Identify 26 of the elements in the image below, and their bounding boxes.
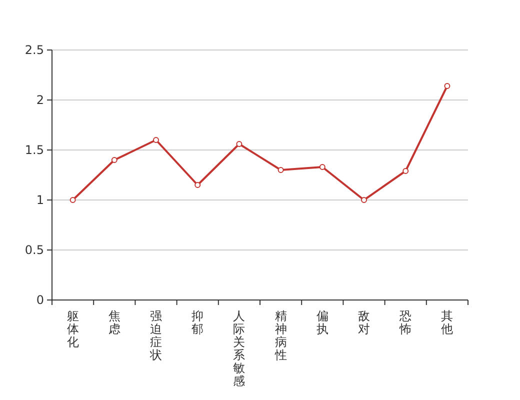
point	[70, 197, 76, 203]
x-tick-label: 强迫症状	[149, 309, 162, 362]
x-tick-label: 其他	[441, 309, 454, 336]
point	[278, 167, 284, 173]
point	[111, 157, 118, 163]
point	[361, 197, 367, 203]
x-tick-label: 躯体化	[66, 309, 79, 349]
x-tick-label: 敌对	[358, 309, 370, 336]
x-tick-label: 精神病性	[274, 309, 287, 362]
y-tick-label: 0.5	[24, 243, 44, 257]
point	[194, 182, 201, 188]
point	[153, 137, 159, 143]
point	[402, 168, 409, 174]
point	[444, 83, 450, 89]
y-tick-label: 2	[36, 93, 44, 107]
y-tick-label: 0	[36, 293, 44, 307]
x-tick-label: 恐怖	[398, 309, 412, 336]
x-tick-label: 偏执	[316, 309, 328, 336]
point	[236, 141, 242, 147]
x-tick-label: 焦虑	[108, 309, 120, 336]
x-tick-label: 人际关系敏感	[233, 309, 246, 388]
x-tick-label: 抑郁	[192, 309, 204, 336]
point	[319, 164, 326, 170]
y-tick-label: 1.5	[24, 143, 44, 157]
y-tick-label: 1	[36, 193, 44, 207]
y-tick-label: 2.5	[24, 43, 44, 57]
